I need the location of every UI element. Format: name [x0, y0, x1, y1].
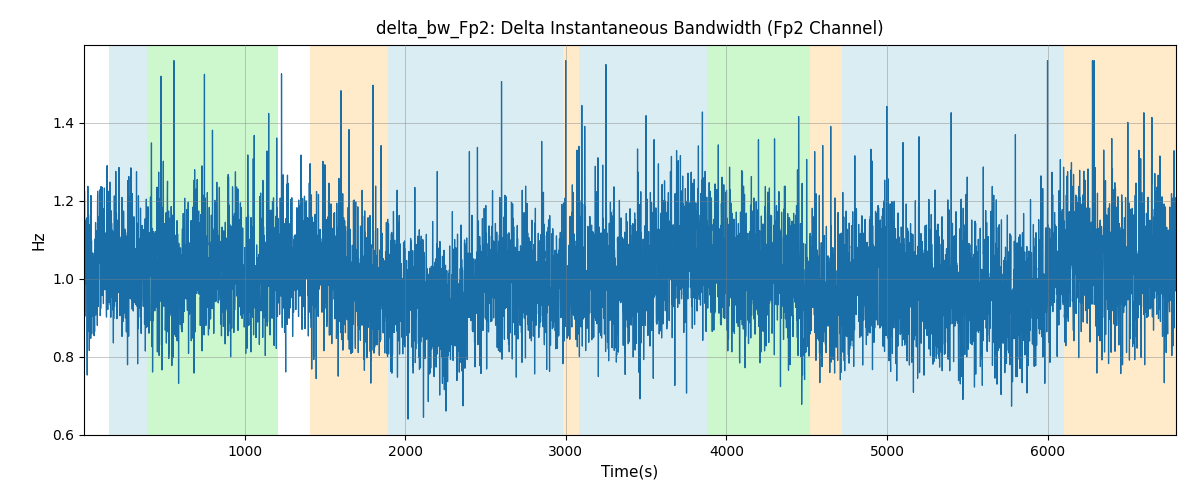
Bar: [311, 45, 388, 435]
Bar: [707, 45, 810, 435]
Bar: [1063, 45, 1176, 435]
Bar: [146, 45, 278, 435]
Bar: [388, 45, 563, 435]
Bar: [1004, 45, 1063, 435]
Bar: [109, 45, 146, 435]
Bar: [563, 45, 578, 435]
Bar: [842, 45, 1004, 435]
Title: delta_bw_Fp2: Delta Instantaneous Bandwidth (Fp2 Channel): delta_bw_Fp2: Delta Instantaneous Bandwi…: [376, 20, 884, 38]
X-axis label: Time(s): Time(s): [601, 464, 659, 479]
Y-axis label: Hz: Hz: [31, 230, 47, 250]
Bar: [810, 45, 842, 435]
Bar: [578, 45, 707, 435]
